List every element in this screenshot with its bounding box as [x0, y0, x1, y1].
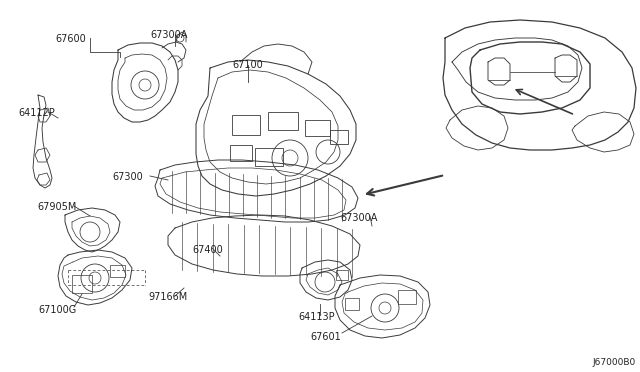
- Bar: [110, 265, 125, 277]
- Text: 67600: 67600: [55, 34, 86, 44]
- Text: 67300A: 67300A: [340, 213, 378, 223]
- Bar: [255, 148, 283, 166]
- Text: 67905M: 67905M: [37, 202, 76, 212]
- Bar: [72, 275, 92, 293]
- Text: J67000B0: J67000B0: [593, 358, 636, 367]
- Text: 67601: 67601: [310, 332, 340, 342]
- Bar: [268, 112, 298, 130]
- Text: 67300: 67300: [112, 172, 143, 182]
- Bar: [345, 298, 359, 310]
- Bar: [230, 145, 252, 161]
- Bar: [398, 290, 416, 304]
- Text: 64113P: 64113P: [298, 312, 335, 322]
- Bar: [336, 270, 348, 280]
- Bar: [305, 120, 330, 136]
- Text: 64112P: 64112P: [18, 108, 55, 118]
- Text: 67400: 67400: [192, 245, 223, 255]
- Text: 67100: 67100: [232, 60, 263, 70]
- Text: 67100G: 67100G: [38, 305, 76, 315]
- Bar: [330, 130, 348, 144]
- Text: 67300A: 67300A: [150, 30, 188, 40]
- Bar: [232, 115, 260, 135]
- Text: 97166M: 97166M: [148, 292, 188, 302]
